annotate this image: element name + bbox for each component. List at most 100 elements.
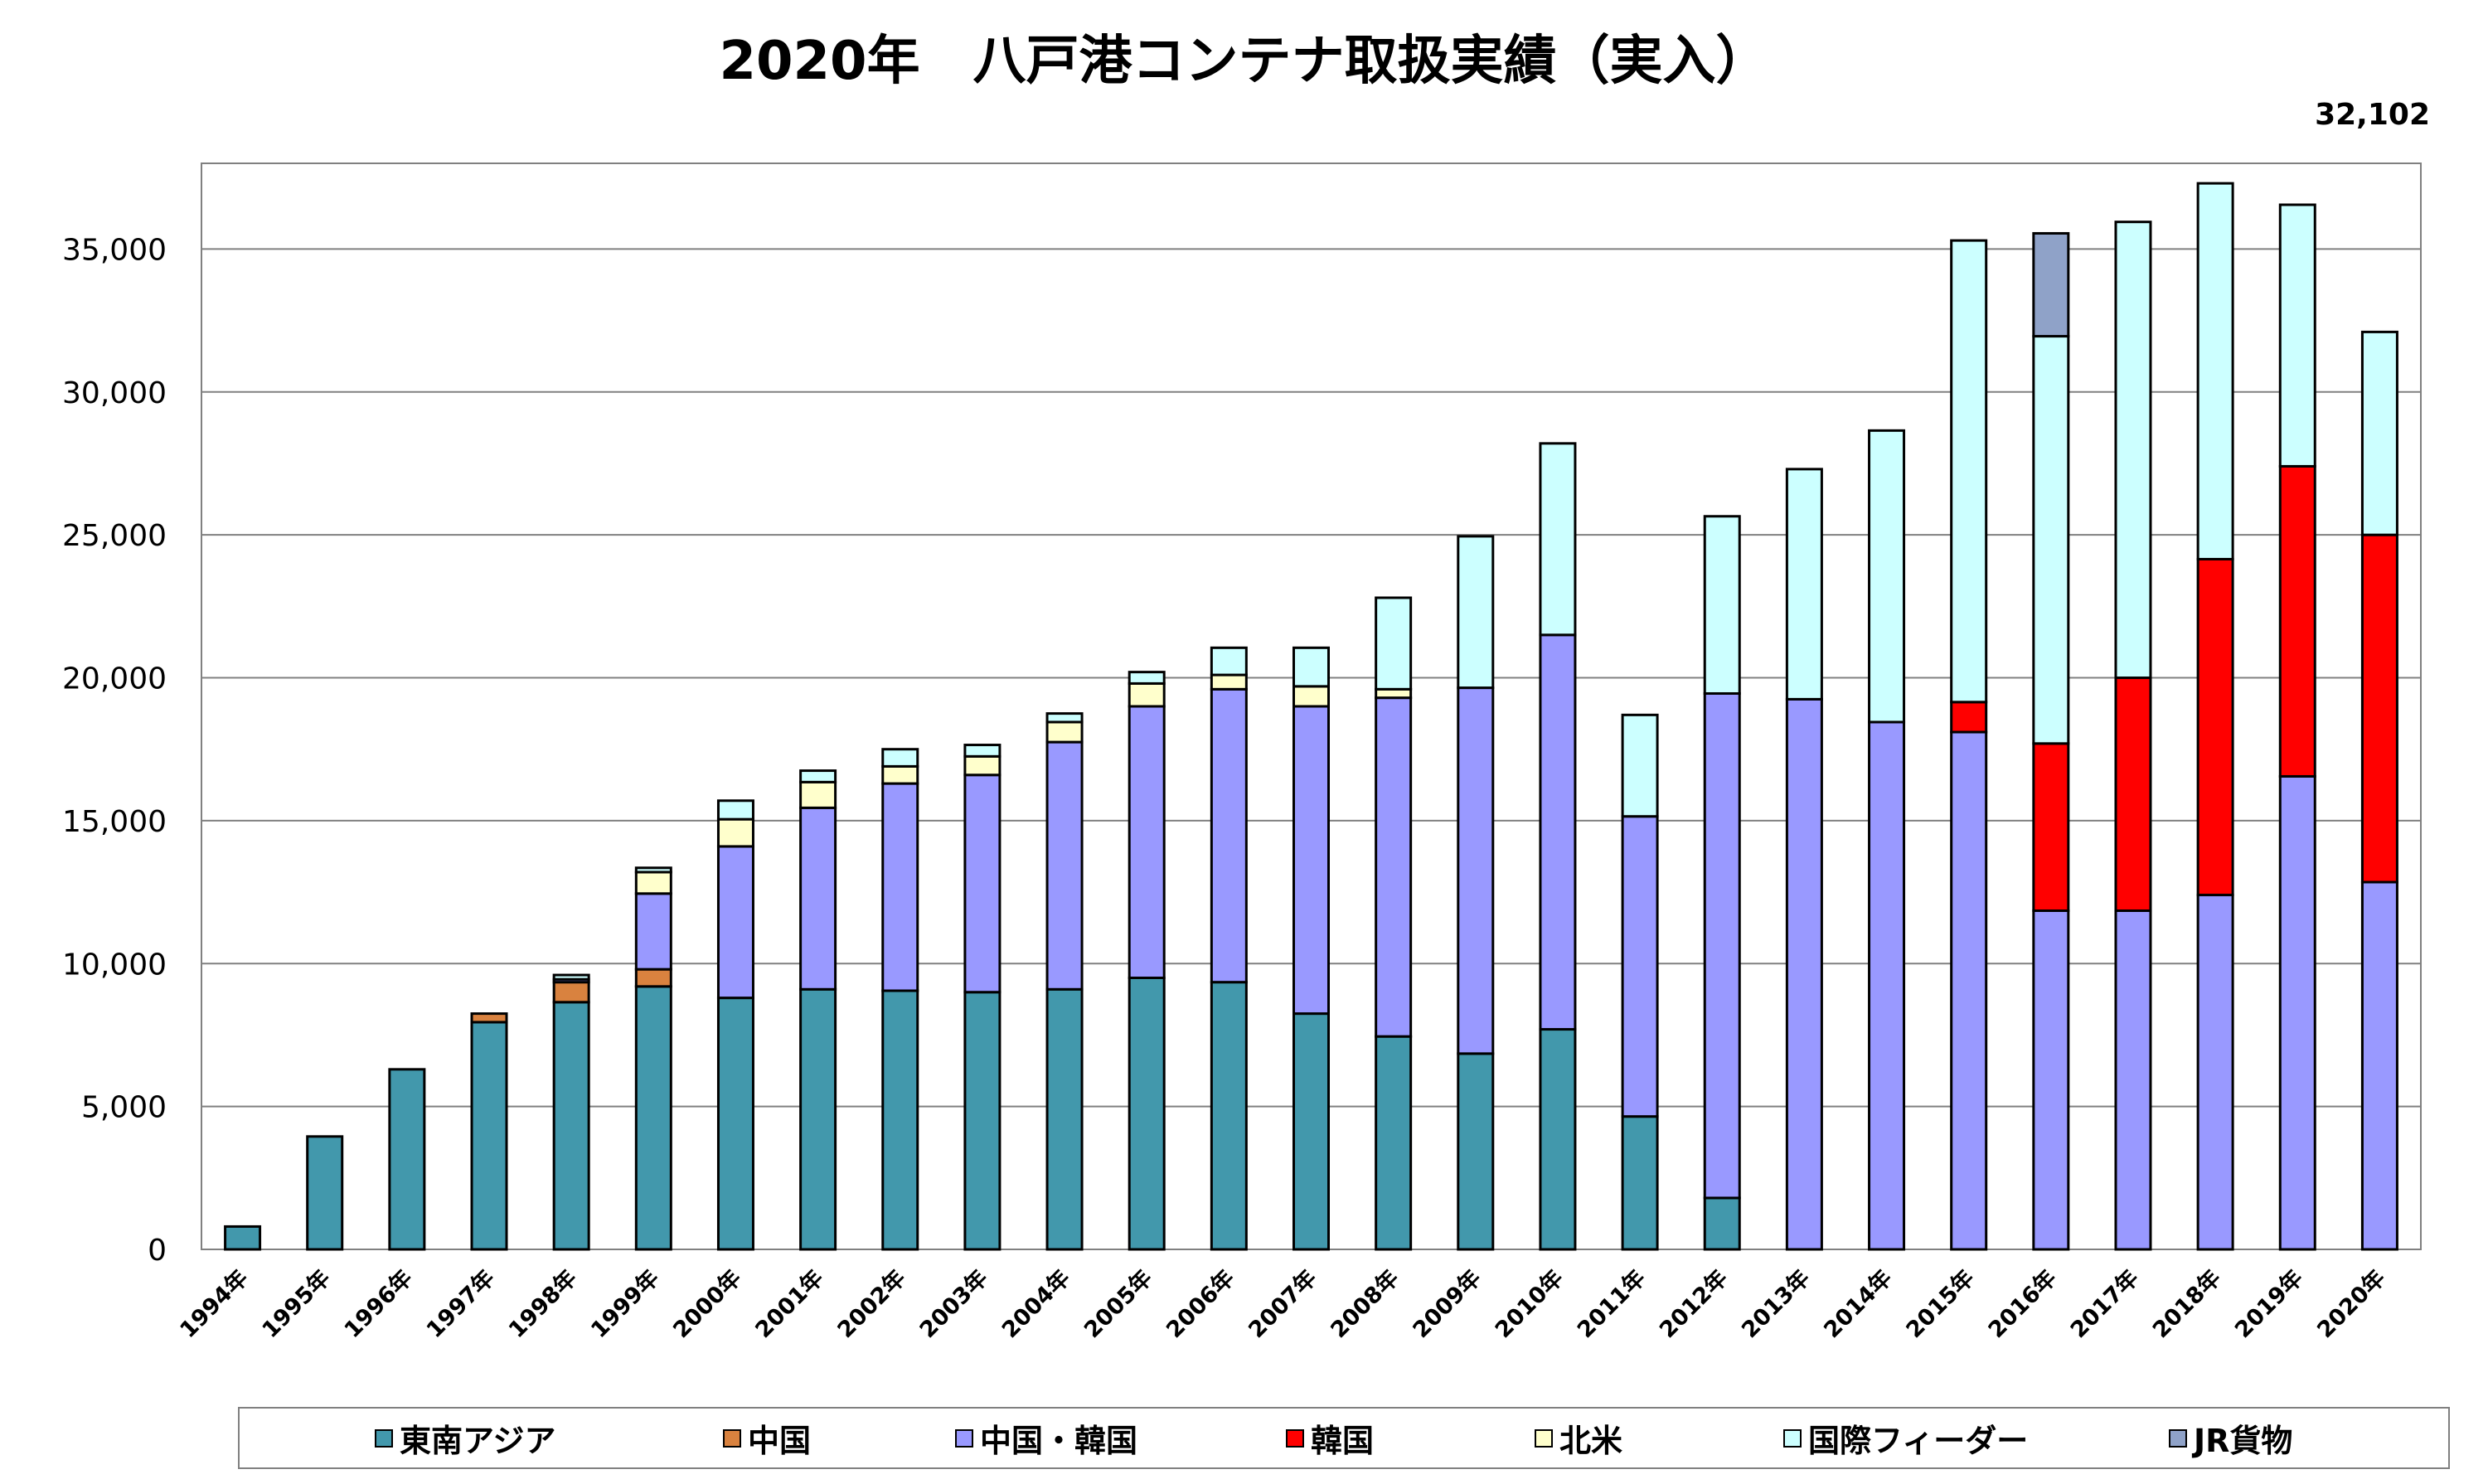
legend-swatch — [375, 1428, 393, 1448]
bar-segment — [1128, 705, 1166, 979]
bar-segment — [1128, 681, 1166, 708]
bar-segment — [2196, 182, 2234, 560]
bar-segment — [2360, 330, 2398, 536]
y-tick-label: 25,000 — [62, 519, 167, 553]
legend-label: 北米 — [1559, 1423, 1623, 1459]
x-tick-label: 1994年 — [175, 1264, 254, 1343]
bar-segment — [1210, 673, 1248, 691]
bar-segment — [799, 780, 837, 809]
x-tick-label: 2013年 — [1736, 1264, 1815, 1343]
bar-segment — [1375, 696, 1413, 1038]
bar-segment — [881, 764, 919, 785]
bar-segment — [1621, 1115, 1659, 1251]
bar-segment — [1950, 730, 1988, 1251]
bar-segment — [1292, 646, 1330, 688]
bar-segment — [1457, 535, 1495, 690]
x-tick-label: 2020年 — [2312, 1264, 2391, 1343]
bar-segment — [1457, 1052, 1495, 1251]
x-tick-label: 2009年 — [1408, 1264, 1486, 1343]
bar-segment — [2114, 221, 2152, 680]
legend-swatch — [955, 1428, 973, 1448]
x-tick-label: 2001年 — [750, 1264, 829, 1343]
bar-segment — [634, 866, 672, 874]
x-tick-label: 2002年 — [832, 1264, 911, 1343]
bar-segment — [2278, 464, 2316, 778]
bar-segment — [1621, 815, 1659, 1118]
legend-item: 国際フィーダー — [1783, 1409, 2028, 1467]
bar-segment — [1539, 1028, 1577, 1251]
x-tick-label: 2005年 — [1079, 1264, 1157, 1343]
bar-segment — [1539, 442, 1577, 637]
bar-segment — [716, 845, 754, 1000]
bar-segment — [1045, 720, 1084, 744]
bar-segment — [1210, 687, 1248, 984]
bar-segment — [306, 1135, 344, 1251]
x-tick-label: 2011年 — [1572, 1264, 1651, 1343]
bar-segment — [2114, 909, 2152, 1251]
bar-segment — [1950, 701, 1988, 734]
bar-segment — [1292, 1012, 1330, 1251]
bar-segment — [1045, 740, 1084, 991]
legend-swatch — [723, 1428, 741, 1448]
bar-segment — [552, 1001, 590, 1251]
bar-segment — [1621, 713, 1659, 818]
y-tick-label: 20,000 — [62, 662, 167, 696]
legend-swatch — [2169, 1428, 2187, 1448]
legend: 東南アジア 中国 中国・韓国 韓国 北米 国際フィーダー JR貨物 — [238, 1407, 2450, 1469]
bar-segment — [1868, 720, 1906, 1251]
bar-segment — [2032, 742, 2070, 912]
bar-segment — [963, 754, 1002, 777]
bar-segment — [2360, 880, 2398, 1251]
legend-item: 北米 — [1535, 1409, 1622, 1467]
y-tick-label: 0 — [148, 1234, 167, 1268]
bar-segment — [1950, 239, 1988, 704]
legend-label: 国際フィーダー — [1808, 1423, 2029, 1459]
total-annotation: 32,102 — [2315, 98, 2430, 132]
x-tick-label: 2006年 — [1161, 1264, 1239, 1343]
bar-segment — [1703, 515, 1741, 695]
bar-segment — [881, 748, 919, 768]
legend-swatch — [1535, 1428, 1553, 1448]
x-tick-label: 2010年 — [1490, 1264, 1569, 1343]
bar-segment — [799, 769, 837, 783]
x-tick-label: 2018年 — [2147, 1264, 2226, 1343]
bar-segment — [1375, 596, 1413, 691]
y-tick-label: 30,000 — [62, 376, 167, 410]
legend-label: 中国・韓国 — [980, 1423, 1138, 1459]
x-tick-label: 2014年 — [1819, 1264, 1898, 1343]
bar-segment — [2032, 231, 2070, 338]
bar-segment — [2360, 533, 2398, 884]
bar-segment — [2114, 677, 2152, 912]
bar-segment — [1210, 981, 1248, 1251]
y-tick-label: 15,000 — [62, 805, 167, 839]
bar-segment — [1292, 705, 1330, 1016]
bar-segment — [552, 973, 590, 981]
bar-segment — [1703, 1196, 1741, 1251]
bar-segment — [716, 799, 754, 821]
bar-segment — [2196, 557, 2234, 897]
x-tick-label: 1997年 — [421, 1264, 500, 1343]
bar-segment — [1457, 686, 1495, 1055]
x-tick-label: 2019年 — [2229, 1264, 2308, 1343]
legend-item: 中国 — [723, 1409, 811, 1467]
bar-segment — [224, 1225, 262, 1251]
bar-segment — [388, 1068, 426, 1251]
bar-segment — [634, 968, 672, 988]
legend-label: 中国 — [748, 1423, 812, 1459]
bar-segment — [881, 989, 919, 1251]
bar-segment — [634, 892, 672, 971]
x-tick-label: 1998年 — [503, 1264, 582, 1343]
chart-plot: 0 5,000 10,000 15,000 20,000 25,000 30,000 35,0… — [62, 162, 2422, 1343]
legend-item: 中国・韓国 — [955, 1409, 1137, 1467]
bar-segment — [1210, 646, 1248, 677]
y-tick-label: 35,000 — [62, 233, 167, 267]
legend-label: 東南アジア — [400, 1423, 556, 1459]
bar-segment — [1292, 685, 1330, 708]
bar-segment — [470, 1021, 508, 1251]
legend-label: JR貨物 — [2194, 1423, 2293, 1459]
x-tick-label: 2016年 — [1983, 1264, 2062, 1343]
bar-segment — [1539, 633, 1577, 1031]
bar-segment — [1128, 977, 1166, 1251]
x-tick-label: 2004年 — [997, 1264, 1075, 1343]
bar-segment — [963, 774, 1002, 994]
